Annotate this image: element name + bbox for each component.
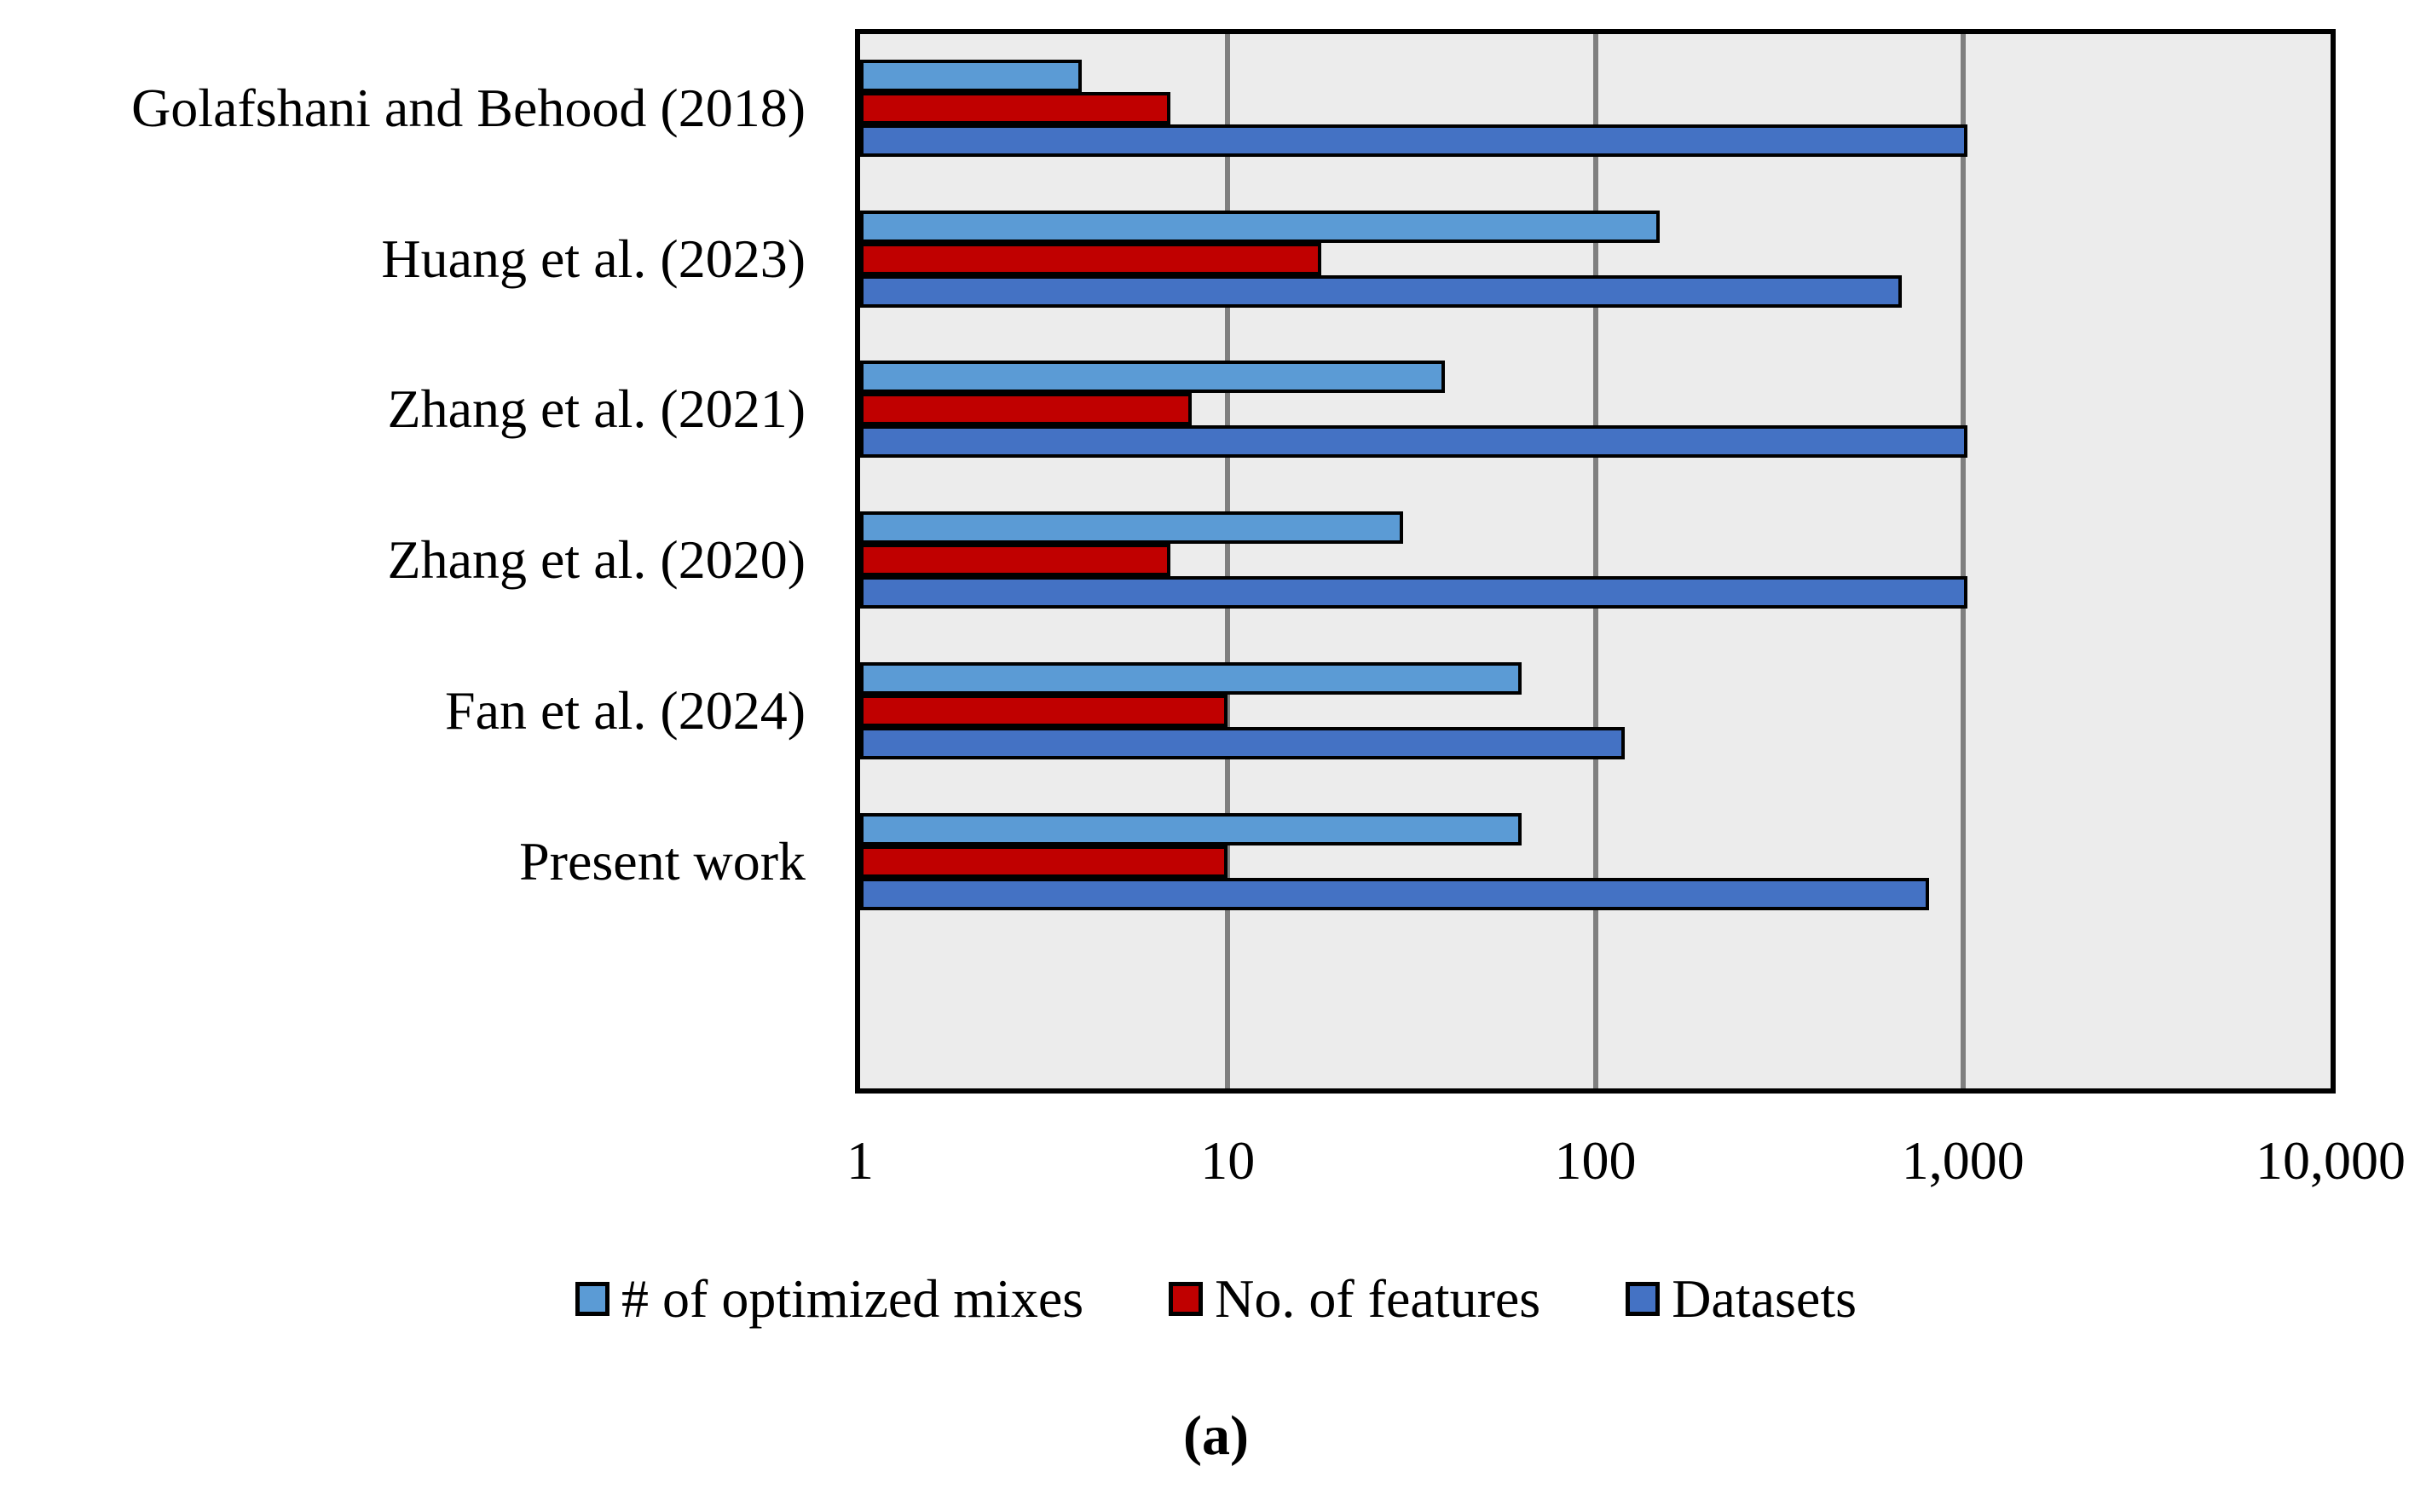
- legend-swatch-icon: [575, 1282, 609, 1316]
- legend-swatch-icon: [1169, 1282, 1204, 1316]
- bar: [860, 425, 1968, 459]
- bar: [860, 60, 1082, 92]
- plot-inner: [860, 34, 2331, 1088]
- gridline-10: [1225, 34, 1231, 1088]
- category-label: Fan et al. (2024): [445, 679, 806, 741]
- category-band: [860, 185, 2331, 336]
- legend-label: No. of features: [1215, 1268, 1541, 1329]
- bar: [860, 544, 1171, 577]
- category-band: [860, 637, 2331, 788]
- legend-swatch-icon: [1626, 1282, 1661, 1316]
- category-label: Zhang et al. (2021): [387, 378, 806, 440]
- gridline-100: [1592, 34, 1598, 1088]
- bar: [860, 726, 1625, 759]
- category-band: [860, 34, 2331, 185]
- chart-legend: # of optimized mixes No. of features Datas…: [0, 1272, 2432, 1326]
- bar: [860, 661, 1522, 695]
- category-label: Present work: [519, 830, 806, 892]
- bar: [860, 242, 1322, 275]
- bar: [860, 210, 1661, 243]
- bar: [860, 124, 1968, 157]
- legend-label: # of optimized mixes: [621, 1268, 1084, 1329]
- x-axis-tick-labels: 1 10 100 1,000 10,000: [846, 1130, 2406, 1210]
- category-axis: Golafshani and Behood (2018) Huang et al.…: [0, 34, 806, 1088]
- bar: [860, 812, 1522, 845]
- legend-item: # of optimized mixes: [575, 1272, 1083, 1326]
- legend-item: No. of features: [1169, 1272, 1540, 1326]
- x-tick-label: 10: [1200, 1130, 1256, 1191]
- bar: [860, 511, 1403, 545]
- x-tick-label: 10,000: [2256, 1130, 2406, 1191]
- category-band: [860, 486, 2331, 637]
- gridline-1,000: [1960, 34, 1966, 1088]
- bar: [860, 361, 1446, 394]
- bar: [860, 845, 1228, 878]
- category-band: [860, 335, 2331, 486]
- category-label: Zhang et al. (2020): [387, 529, 806, 591]
- category-label: Golafshani and Behood (2018): [131, 78, 806, 138]
- legend-item: Datasets: [1626, 1272, 1857, 1326]
- x-tick-label: 100: [1554, 1130, 1637, 1191]
- bar: [860, 694, 1228, 727]
- bar: [860, 576, 1968, 609]
- plot-area: [855, 29, 2336, 1094]
- bar: [860, 274, 1902, 308]
- bar: [860, 92, 1171, 124]
- category-label: Huang et al. (2023): [381, 228, 806, 289]
- x-tick-label: 1: [846, 1130, 874, 1191]
- bar: [860, 393, 1193, 426]
- legend-label: Datasets: [1672, 1268, 1857, 1329]
- category-band: [860, 788, 2331, 938]
- figure-caption: (a): [1183, 1405, 1249, 1467]
- bar: [860, 877, 1930, 910]
- x-tick-label: 1,000: [1901, 1130, 2025, 1191]
